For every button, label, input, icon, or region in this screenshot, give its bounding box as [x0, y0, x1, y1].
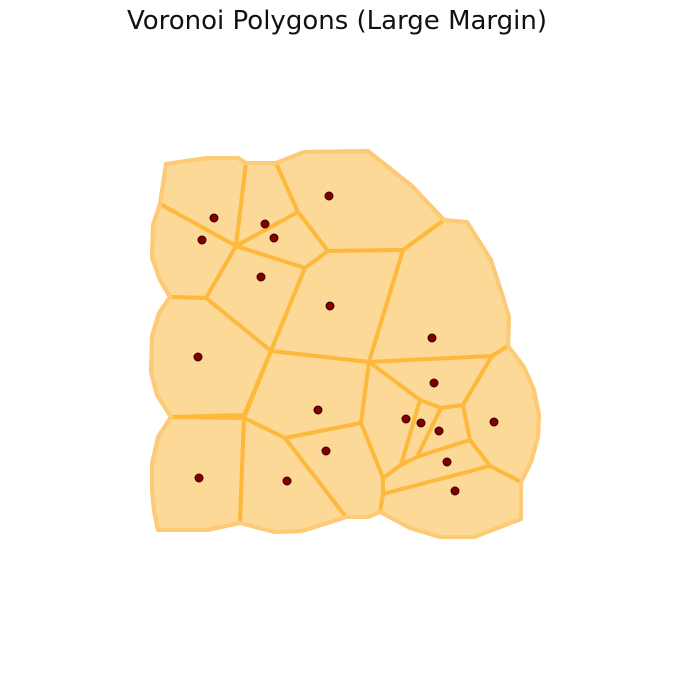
site-point [209, 213, 219, 223]
site-point [434, 426, 444, 436]
site-point [324, 191, 334, 201]
site-point [321, 446, 331, 456]
site-point [450, 486, 460, 496]
site-point [313, 405, 323, 415]
site-point [442, 457, 452, 467]
site-point [197, 235, 207, 245]
voronoi-cells [149, 149, 541, 539]
chart-title: Voronoi Polygons (Large Margin) [126, 6, 548, 36]
site-point [260, 219, 270, 229]
site-point [416, 418, 426, 428]
site-point [194, 473, 204, 483]
outer-boundary [149, 149, 541, 539]
site-point [269, 233, 279, 243]
site-point [256, 272, 266, 282]
site-point [427, 333, 437, 343]
voronoi-cell [150, 415, 246, 532]
site-point [325, 301, 335, 311]
site-point [193, 352, 203, 362]
site-points [193, 191, 499, 496]
site-point [282, 476, 292, 486]
site-point [429, 378, 439, 388]
site-point [401, 414, 411, 424]
site-point [489, 417, 499, 427]
